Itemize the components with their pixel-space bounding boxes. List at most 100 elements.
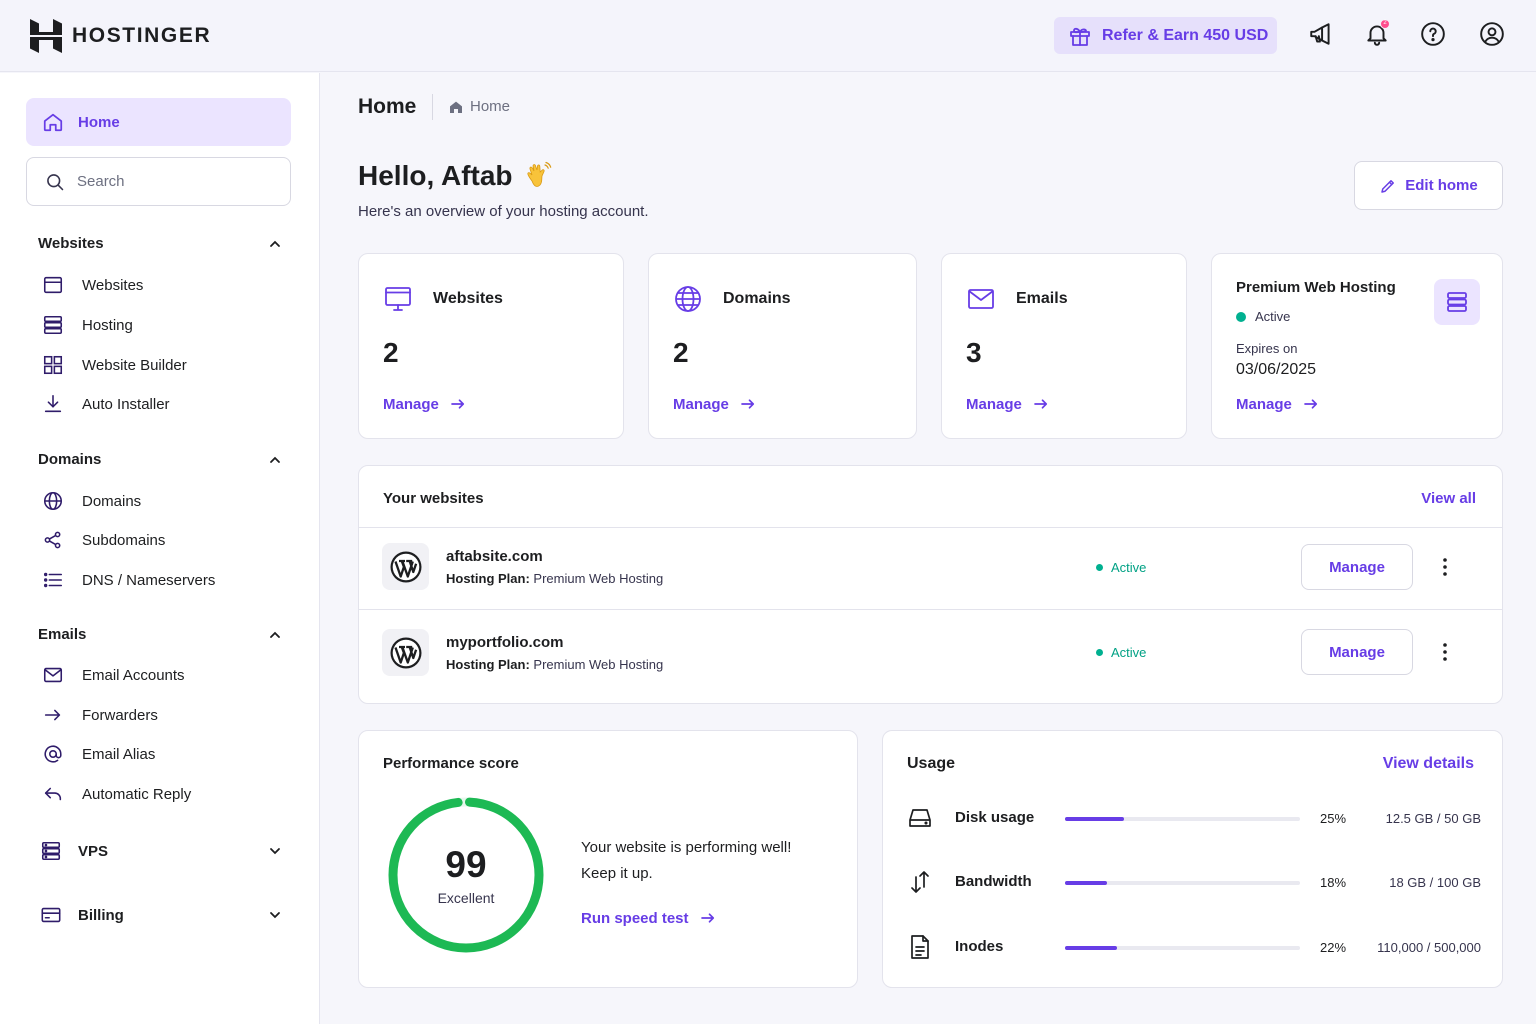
- home-icon: [43, 113, 63, 132]
- notification-badge: 2: [1380, 19, 1390, 29]
- manage-website-button[interactable]: Manage: [1301, 544, 1413, 590]
- website-row: myportfolio.com Hosting Plan: Premium We…: [359, 609, 1502, 694]
- stat-card-websites: Websites 2 Manage: [358, 253, 624, 439]
- manage-emails-link[interactable]: Manage: [966, 395, 1050, 413]
- help-button[interactable]: [1419, 20, 1447, 48]
- sidebar-item-website-builder[interactable]: Website Builder: [42, 354, 187, 376]
- plan-label: Hosting Plan:: [446, 657, 530, 672]
- plan-card: Premium Web Hosting Active Expires on 03…: [1211, 253, 1503, 439]
- arrow-right-icon: [741, 399, 754, 409]
- section-domains-toggle[interactable]: Domains: [38, 451, 282, 468]
- globe-icon: [675, 286, 701, 312]
- sidebar-label: Websites: [82, 276, 144, 294]
- stat-card-domains: Domains 2 Manage: [648, 253, 917, 439]
- sidebar-item-home[interactable]: Home: [26, 98, 291, 146]
- refer-earn-button[interactable]: Refer & Earn 450 USD: [1054, 17, 1277, 54]
- announcements-button[interactable]: [1307, 20, 1335, 48]
- status-label: Active: [1111, 645, 1147, 660]
- performance-rating: Excellent: [437, 890, 495, 906]
- chevron-down-icon: [270, 912, 280, 919]
- stat-title: Emails: [966, 284, 1068, 314]
- search-input[interactable]: Search: [26, 157, 291, 206]
- at-sign-icon: [44, 745, 62, 763]
- home-filled-icon: [450, 101, 462, 113]
- manage-website-button[interactable]: Manage: [1301, 629, 1413, 675]
- arrows-up-down-icon: [907, 869, 933, 895]
- section-emails-toggle[interactable]: Emails: [38, 626, 282, 643]
- mail-icon: [968, 289, 994, 309]
- status-dot: [1236, 311, 1246, 322]
- plan-icon-badge: [1434, 279, 1480, 325]
- sidebar-item-automatic-reply[interactable]: Automatic Reply: [42, 783, 191, 805]
- wordpress-icon: [390, 551, 421, 582]
- section-websites-toggle[interactable]: Websites: [38, 235, 282, 252]
- chevron-up-icon: [270, 456, 280, 463]
- sidebar-item-hosting[interactable]: Hosting: [42, 314, 133, 336]
- breadcrumb[interactable]: Home: [448, 98, 510, 115]
- notifications-button[interactable]: 2: [1363, 19, 1391, 48]
- arrow-right-icon: [1034, 399, 1047, 409]
- sidebar-billing-label: Billing: [78, 906, 124, 924]
- manage-websites-link[interactable]: Manage: [383, 395, 467, 413]
- gauge-arc: [388, 797, 544, 953]
- usage-percent: 25%: [1320, 811, 1347, 826]
- hard-drive-icon: [907, 805, 933, 831]
- help-icon: [1421, 22, 1445, 46]
- manage-plan-link[interactable]: Manage: [1236, 395, 1320, 413]
- website-domain[interactable]: myportfolio.com: [446, 634, 564, 651]
- manage-label: Manage: [1236, 395, 1292, 413]
- stat-value: 2: [383, 337, 399, 368]
- mail-icon: [43, 667, 63, 683]
- sidebar-item-email-accounts[interactable]: Email Accounts: [42, 664, 185, 686]
- manage-domains-link[interactable]: Manage: [673, 395, 757, 413]
- view-all-websites-link[interactable]: View all: [1421, 490, 1476, 507]
- sidebar-label: Website Builder: [82, 356, 187, 374]
- edit-home-button[interactable]: Edit home: [1354, 161, 1503, 210]
- sidebar-item-auto-installer[interactable]: Auto Installer: [42, 393, 170, 415]
- brand-name: HOSTINGER: [72, 24, 212, 47]
- stat-card-emails: Emails 3 Manage: [941, 253, 1187, 439]
- sidebar-item-websites[interactable]: Websites: [42, 274, 143, 296]
- arrow-right-icon: [451, 399, 464, 409]
- wordpress-icon: [390, 637, 421, 668]
- server-icon: [43, 315, 63, 335]
- sidebar-item-billing[interactable]: Billing: [40, 904, 282, 926]
- sidebar-item-domains[interactable]: Domains: [42, 490, 141, 512]
- sidebar-item-vps[interactable]: VPS: [40, 840, 282, 862]
- sidebar-item-dns[interactable]: DNS / Nameservers: [42, 569, 215, 591]
- website-domain[interactable]: aftabsite.com: [446, 548, 543, 565]
- plan-value: Premium Web Hosting: [533, 657, 664, 672]
- account-button[interactable]: [1478, 20, 1506, 48]
- sidebar-item-email-alias[interactable]: Email Alias: [42, 743, 155, 765]
- usage-bar: [1065, 817, 1300, 821]
- usage-amount: 110,000 / 500,000: [1377, 940, 1481, 955]
- hostinger-logo[interactable]: HOSTINGER: [30, 19, 211, 53]
- view-details-link[interactable]: View details: [1382, 755, 1474, 772]
- section-emails-title: Emails: [38, 626, 87, 643]
- usage-card: Usage View details Disk usage 25% 12.5 G…: [882, 730, 1503, 988]
- more-options-button[interactable]: [1434, 556, 1456, 578]
- usage-bar-fill: [1065, 881, 1108, 885]
- plan-label: Hosting Plan:: [446, 571, 530, 586]
- sidebar-item-subdomains[interactable]: Subdomains: [42, 529, 165, 551]
- more-options-button[interactable]: [1434, 641, 1456, 663]
- plan-status-label: Active: [1255, 309, 1291, 324]
- download-icon: [44, 394, 62, 413]
- usage-row-inodes: Inodes 22% 110,000 / 500,000: [907, 932, 1481, 962]
- run-speed-test-link[interactable]: Run speed test: [581, 909, 717, 927]
- top-bar: HOSTINGER Refer & Earn 450 USD 2: [0, 0, 1536, 72]
- sidebar-label: Auto Installer: [82, 395, 170, 413]
- gift-icon: [1070, 27, 1090, 46]
- usage-name: Disk usage: [955, 809, 1035, 826]
- manage-label: Manage: [966, 395, 1022, 413]
- browser-window-icon: [43, 276, 63, 294]
- sidebar-item-forwarders[interactable]: Forwarders: [42, 704, 158, 726]
- megaphone-icon: [1310, 23, 1330, 45]
- edit-home-label: Edit home: [1405, 177, 1478, 194]
- globe-icon: [43, 491, 63, 511]
- sidebar-label: Domains: [82, 492, 142, 510]
- refer-label: Refer & Earn 450 USD: [1102, 26, 1269, 44]
- greeting: Hello, Aftab: [358, 160, 553, 192]
- website-plan: Hosting Plan: Premium Web Hosting: [446, 571, 663, 586]
- breadcrumb-divider: [432, 94, 433, 120]
